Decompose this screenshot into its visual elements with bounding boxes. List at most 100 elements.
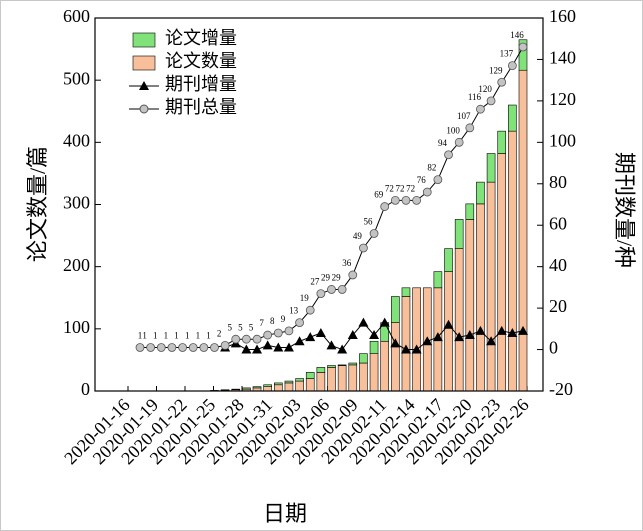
- point-label: 5: [238, 322, 243, 332]
- legend-marker: [139, 104, 149, 114]
- plot-frame: [94, 17, 544, 392]
- marker: [518, 42, 528, 52]
- bar: [412, 287, 421, 392]
- point-label: 5: [249, 322, 254, 332]
- marker: [476, 104, 485, 114]
- marker: [326, 340, 337, 350]
- y2-tick-label: 100: [549, 130, 576, 150]
- marker: [380, 202, 390, 211]
- marker: [210, 343, 219, 352]
- point-label: 1: [206, 331, 211, 341]
- bar: [465, 219, 475, 392]
- bar: [518, 69, 528, 392]
- bar: [454, 248, 464, 392]
- marker: [295, 318, 304, 328]
- point-label: 5: [228, 322, 233, 332]
- bar: [263, 384, 272, 387]
- bar: [295, 378, 304, 382]
- point-label: 9: [281, 314, 286, 324]
- marker: [358, 317, 369, 327]
- bar: [284, 382, 294, 392]
- bar: [274, 382, 283, 386]
- marker: [156, 343, 166, 352]
- point-label: 1: [142, 331, 147, 341]
- y2-tick-label: 160: [549, 6, 576, 26]
- y2-tick-label: 80: [549, 172, 567, 192]
- point-label: 1: [174, 331, 179, 341]
- point-label: 1: [185, 331, 190, 341]
- bar: [337, 365, 347, 392]
- point-label: 36: [342, 258, 352, 268]
- marker: [347, 330, 358, 340]
- y-tick-label: 100: [63, 317, 90, 337]
- y-tick-label: 300: [63, 193, 90, 213]
- point-label: 56: [364, 217, 374, 227]
- bar: [391, 322, 400, 392]
- marker: [273, 342, 284, 352]
- point-label: 107: [457, 111, 471, 121]
- bar: [337, 364, 347, 366]
- point-label: 72: [385, 183, 394, 193]
- y2-tick-label: 60: [549, 213, 567, 233]
- marker: [518, 325, 528, 335]
- point-label: 8: [270, 316, 275, 326]
- marker: [305, 305, 315, 315]
- marker: [199, 343, 209, 352]
- bar: [369, 340, 379, 354]
- legend-label: 期刊总量: [165, 97, 237, 117]
- bar: [401, 296, 411, 392]
- point-label: 19: [300, 293, 310, 303]
- bar: [274, 384, 283, 392]
- marker: [464, 330, 475, 340]
- bar: [242, 387, 251, 390]
- bar: [327, 367, 336, 392]
- marker: [283, 342, 294, 352]
- point-label: 69: [374, 190, 384, 200]
- marker: [390, 195, 400, 205]
- marker: [454, 137, 464, 147]
- y-tick-label: 0: [81, 379, 90, 399]
- bar: [444, 248, 453, 272]
- marker: [167, 343, 177, 352]
- marker: [496, 325, 507, 335]
- bar: [433, 271, 443, 289]
- marker: [252, 334, 262, 344]
- bar: [348, 362, 358, 366]
- point-label: 2: [217, 328, 222, 338]
- bar: [252, 386, 262, 389]
- point-label: 29: [321, 273, 331, 283]
- bar: [476, 203, 485, 392]
- legend-swatch: [132, 55, 156, 71]
- bar: [369, 353, 379, 392]
- bar: [220, 389, 230, 391]
- legend-label: 论文增量: [165, 28, 237, 48]
- legend-label: 论文数量: [165, 51, 237, 71]
- marker: [231, 334, 241, 344]
- marker: [486, 96, 496, 106]
- bar: [295, 380, 304, 392]
- y2-tick-label: 40: [549, 255, 567, 275]
- y-tick-label: 500: [63, 68, 90, 88]
- marker: [422, 187, 432, 197]
- marker: [401, 195, 411, 205]
- point-label: 94: [438, 138, 448, 148]
- marker: [475, 325, 486, 335]
- bar: [284, 380, 294, 384]
- y-tick-label: 600: [63, 6, 90, 26]
- point-label: 82: [427, 163, 436, 173]
- marker: [348, 270, 358, 280]
- y2-tick-label: 120: [549, 89, 576, 109]
- marker: [146, 343, 156, 352]
- point-label: 76: [417, 175, 427, 185]
- marker: [497, 77, 507, 87]
- bar: [380, 340, 389, 392]
- marker: [315, 327, 326, 337]
- bar: [231, 388, 241, 391]
- y-axis-label: 论文数量/篇: [25, 146, 50, 262]
- bar: [508, 130, 517, 392]
- marker: [411, 344, 422, 354]
- bar: [305, 372, 315, 379]
- y2-tick-label: -20: [549, 379, 573, 399]
- marker: [465, 123, 475, 133]
